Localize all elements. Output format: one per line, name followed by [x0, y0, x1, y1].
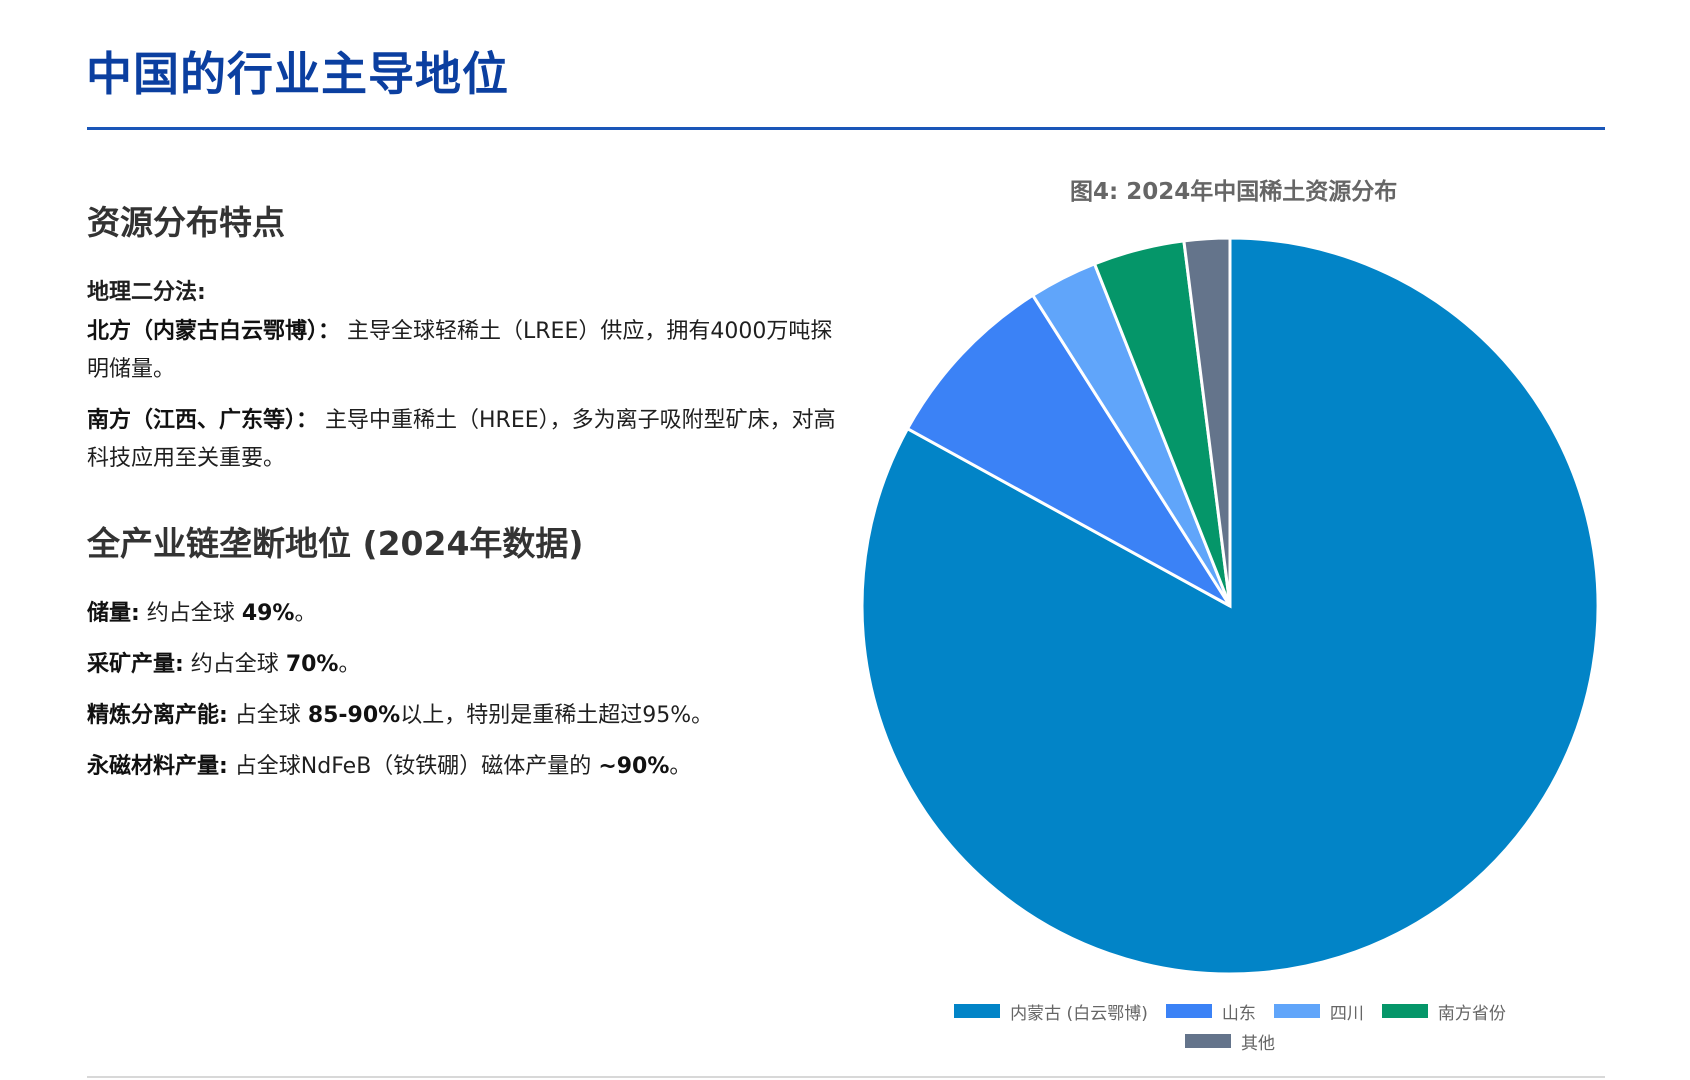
pie-slice[interactable] [1182, 236, 1232, 607]
stat-text: 占全球NdFeB（钕铁硼）磁体产量的 [227, 754, 599, 779]
legend-swatch-icon [1381, 1004, 1428, 1018]
stat-label: 采矿产量: [87, 652, 184, 677]
legend-item[interactable]: 内蒙古 (白云鄂博) [954, 999, 1148, 1024]
stat-value: 85-90% [307, 703, 401, 728]
stat-item: 精炼分离产能: 占全球 85-90%以上，特别是重稀土超过95%。 [87, 697, 847, 735]
legend-item[interactable]: 四川 [1273, 999, 1364, 1024]
stat-text: 约占全球 [183, 652, 286, 677]
stat-item: 采矿产量: 约占全球 70%。 [87, 646, 847, 684]
legend-swatch-icon [954, 1004, 1001, 1018]
stat-text: 。 [338, 652, 361, 677]
north-paragraph: 北方（内蒙古白云鄂博）： 主导全球轻稀土（LREE）供应，拥有4000万吨探明储… [87, 313, 847, 389]
dichotomy-label: 地理二分法: [87, 280, 206, 305]
south-label: 南方（江西、广东等）： [87, 408, 319, 433]
stat-text: 以上，特别是重稀土超过95%。 [400, 703, 714, 728]
pie-slice[interactable] [905, 293, 1232, 608]
legend-label: 四川 [1329, 1003, 1364, 1024]
stat-text: 。 [294, 601, 317, 626]
chart-title: 图4: 2024年中国稀土资源分布 [1070, 179, 1398, 205]
legend-swatch-icon [1273, 1004, 1320, 1018]
legend-swatch-icon [1185, 1034, 1231, 1048]
title-divider [87, 127, 1605, 130]
stat-value: ~90% [598, 754, 670, 779]
stat-text: 占全球 [227, 703, 308, 728]
south-paragraph: 南方（江西、广东等）： 主导中重稀土（HREE），多为离子吸附型矿床，对高科技应… [87, 402, 847, 478]
stat-label: 储量: [87, 601, 140, 626]
legend-label: 南方省份 [1437, 1003, 1506, 1024]
stat-label: 精炼分离产能: [87, 703, 228, 728]
legend-row: 其他 [860, 1026, 1600, 1056]
north-text: 主导全球轻稀土（LREE）供应，拥有4000万吨探明储量。 [87, 319, 833, 382]
legend-label: 其他 [1241, 1033, 1275, 1054]
stat-label: 永磁材料产量: [87, 754, 228, 779]
south-text: 主导中重稀土（HREE），多为离子吸附型矿床，对高科技应用至关重要。 [87, 408, 836, 471]
stat-value: 49% [241, 601, 295, 626]
north-label: 北方（内蒙古白云鄂博）： [87, 319, 341, 344]
section-heading-monopoly: 全产业链垄断地位 (2024年数据) [87, 524, 584, 563]
stat-item: 永磁材料产量: 占全球NdFeB（钕铁硼）磁体产量的 ~90%。 [87, 748, 847, 786]
footer-divider [87, 1076, 1605, 1078]
stat-text: 。 [669, 754, 692, 779]
legend-item[interactable]: 南方省份 [1381, 999, 1506, 1024]
stat-value: 70% [285, 652, 339, 677]
legend-label: 内蒙古 (白云鄂博) [1010, 1003, 1148, 1024]
section-heading-resource: 资源分布特点 [87, 203, 285, 242]
stat-text: 约占全球 [139, 601, 242, 626]
page-title: 中国的行业主导地位 [86, 47, 509, 101]
legend-swatch-icon [1165, 1004, 1212, 1018]
stat-item: 储量: 约占全球 49%。 [87, 595, 847, 633]
legend-item[interactable]: 山东 [1165, 999, 1256, 1024]
legend-row: 内蒙古 (白云鄂博) 山东 四川 南方省份 [860, 996, 1600, 1026]
chart-legend: 内蒙古 (白云鄂博) 山东 四川 南方省份 其他 [860, 996, 1600, 1056]
legend-item[interactable]: 其他 [1185, 1029, 1275, 1054]
legend-label: 山东 [1221, 1003, 1256, 1024]
